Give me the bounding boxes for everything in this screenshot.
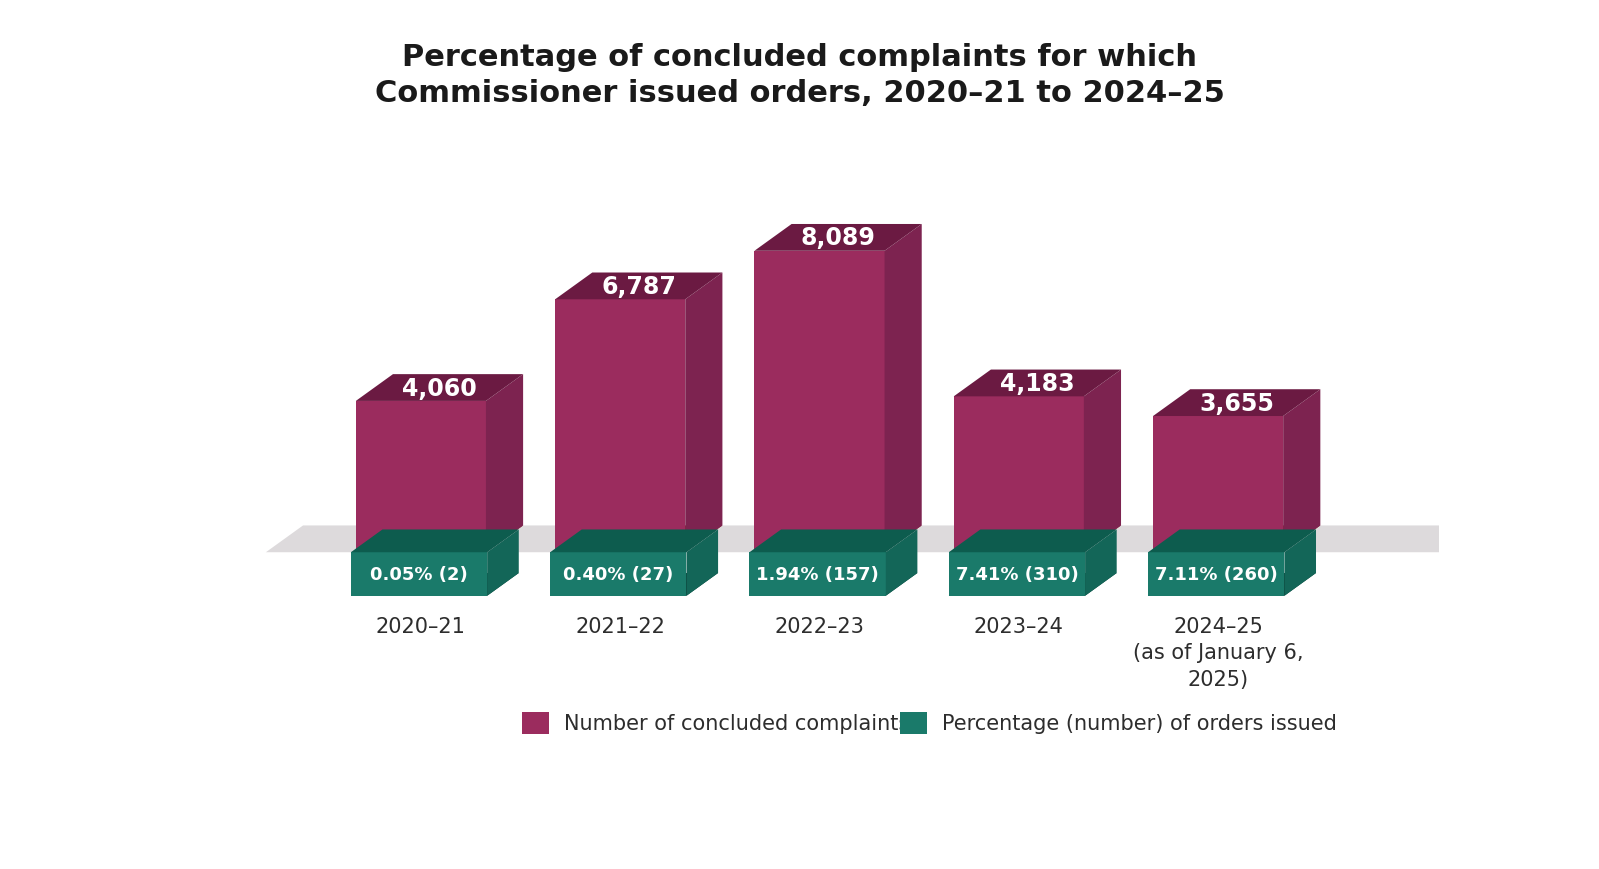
Polygon shape — [1153, 416, 1282, 553]
Text: 0.40% (27): 0.40% (27) — [563, 566, 673, 583]
Polygon shape — [1148, 553, 1284, 596]
Text: 1.94% (157): 1.94% (157) — [756, 566, 879, 583]
Polygon shape — [357, 375, 523, 401]
Text: 0.05% (2): 0.05% (2) — [369, 566, 469, 583]
Bar — [521, 713, 550, 734]
Polygon shape — [488, 530, 518, 596]
Polygon shape — [265, 526, 1540, 553]
Polygon shape — [550, 530, 718, 553]
Text: 2022–23: 2022–23 — [774, 616, 865, 636]
Polygon shape — [750, 530, 918, 553]
Polygon shape — [755, 526, 921, 553]
Polygon shape — [1148, 530, 1316, 553]
Polygon shape — [350, 553, 488, 596]
Text: 2023–24: 2023–24 — [974, 616, 1063, 636]
Polygon shape — [486, 375, 523, 553]
Text: 8,089: 8,089 — [801, 226, 876, 250]
Text: Percentage of concluded complaints for which
Commissioner issued orders, 2020–21: Percentage of concluded complaints for w… — [374, 43, 1225, 109]
Polygon shape — [755, 225, 921, 251]
Polygon shape — [953, 397, 1084, 553]
Text: Number of concluded complaints: Number of concluded complaints — [564, 713, 910, 733]
Polygon shape — [953, 526, 1121, 553]
Polygon shape — [555, 300, 686, 553]
Text: 7.41% (310): 7.41% (310) — [956, 566, 1078, 583]
Polygon shape — [886, 530, 918, 596]
Text: 2020–21: 2020–21 — [376, 616, 465, 636]
Text: 7.11% (260): 7.11% (260) — [1154, 566, 1278, 583]
Polygon shape — [948, 553, 1086, 596]
Polygon shape — [350, 574, 518, 596]
Polygon shape — [555, 526, 723, 553]
Text: 2024–25
(as of January 6,
2025): 2024–25 (as of January 6, 2025) — [1132, 616, 1303, 689]
Polygon shape — [750, 553, 886, 596]
Polygon shape — [1153, 390, 1321, 416]
Polygon shape — [1086, 530, 1116, 596]
Polygon shape — [550, 574, 718, 596]
Polygon shape — [1084, 370, 1121, 553]
Polygon shape — [550, 553, 686, 596]
Text: 6,787: 6,787 — [601, 275, 676, 299]
Polygon shape — [357, 526, 523, 553]
Bar — [900, 713, 927, 734]
Polygon shape — [1153, 526, 1321, 553]
Polygon shape — [1284, 530, 1316, 596]
Polygon shape — [953, 370, 1121, 397]
Polygon shape — [948, 574, 1116, 596]
Text: 3,655: 3,655 — [1199, 391, 1274, 415]
Polygon shape — [686, 273, 723, 553]
Polygon shape — [755, 251, 884, 553]
Polygon shape — [948, 530, 1116, 553]
Polygon shape — [350, 530, 518, 553]
Polygon shape — [1148, 574, 1316, 596]
Polygon shape — [750, 574, 918, 596]
Text: 2021–22: 2021–22 — [576, 616, 665, 636]
Polygon shape — [884, 225, 921, 553]
Polygon shape — [1282, 390, 1321, 553]
Text: 4,060: 4,060 — [401, 376, 477, 400]
Polygon shape — [686, 530, 718, 596]
Polygon shape — [555, 273, 723, 300]
Text: Percentage (number) of orders issued: Percentage (number) of orders issued — [942, 713, 1337, 733]
Polygon shape — [357, 401, 486, 553]
Text: 4,183: 4,183 — [999, 372, 1075, 395]
